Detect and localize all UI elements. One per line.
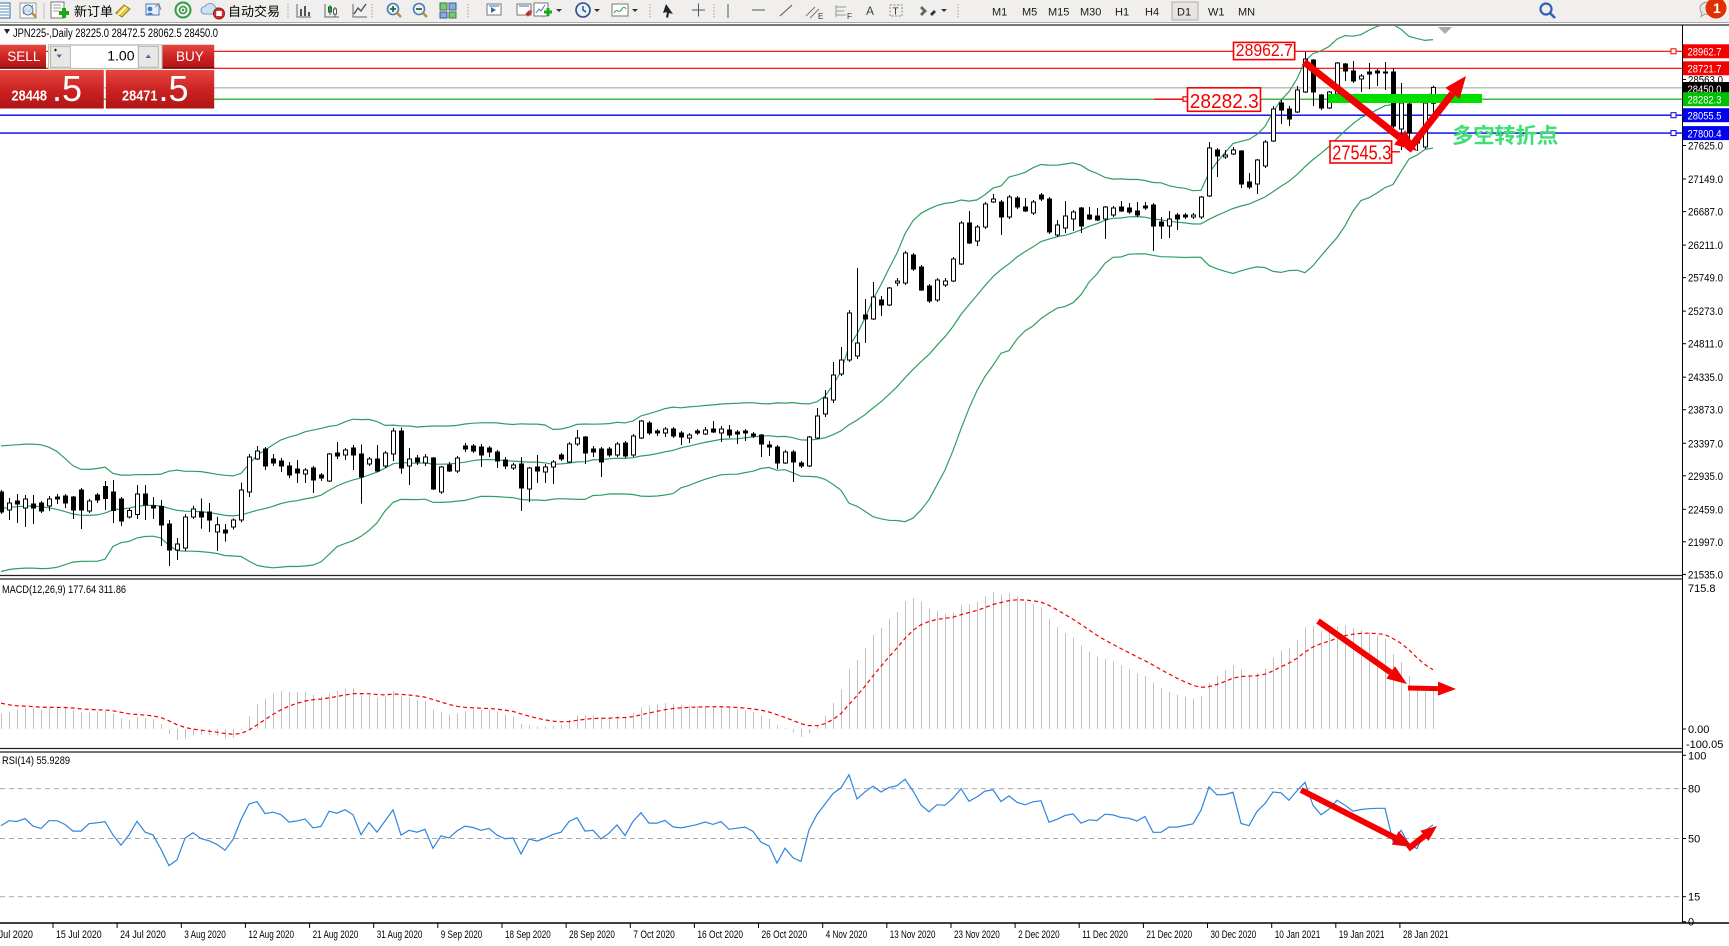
svg-text:MN: MN [1238,7,1255,19]
svg-text:21 Dec 2020: 21 Dec 2020 [1146,929,1192,941]
svg-text:1.00: 1.00 [107,48,134,64]
svg-text:BUY: BUY [176,49,204,64]
svg-text:18 Sep 2020: 18 Sep 2020 [505,929,551,941]
svg-text:10 Jan 2021: 10 Jan 2021 [1275,929,1321,941]
svg-text:715.8: 715.8 [1688,583,1716,595]
svg-text:50: 50 [1688,834,1700,846]
svg-text:7 Oct 2020: 7 Oct 2020 [633,929,675,941]
svg-text:28282.3: 28282.3 [1688,94,1722,106]
svg-text:MACD(12,26,9) 177.64 311.86: MACD(12,26,9) 177.64 311.86 [2,584,126,596]
svg-text:H1: H1 [1115,7,1129,19]
svg-text:26 Oct 2020: 26 Oct 2020 [762,929,808,941]
svg-text:11 Dec 2020: 11 Dec 2020 [1082,929,1128,941]
svg-text:28 Sep 2020: 28 Sep 2020 [569,929,615,941]
svg-text:27545.3: 27545.3 [1332,143,1391,165]
svg-text:.5: .5 [159,68,189,109]
svg-text:28 Jan 2021: 28 Jan 2021 [1403,929,1449,941]
svg-text:19 Jan 2021: 19 Jan 2021 [1339,929,1385,941]
svg-text:31 Aug 2020: 31 Aug 2020 [377,929,423,941]
svg-text:28962.7: 28962.7 [1688,47,1722,59]
svg-text:23397.0: 23397.0 [1688,438,1723,450]
svg-text:21997.0: 21997.0 [1688,537,1723,549]
svg-text:SELL: SELL [7,49,41,64]
svg-text:28055.5: 28055.5 [1688,110,1722,122]
svg-text:25273.0: 25273.0 [1688,306,1723,318]
svg-text:27625.0: 27625.0 [1688,141,1723,153]
svg-text:M30: M30 [1080,7,1101,19]
svg-text:-100.05: -100.05 [1686,739,1723,751]
svg-text:D1: D1 [1177,7,1191,19]
svg-text:21 Aug 2020: 21 Aug 2020 [313,929,359,941]
svg-text:28962.7: 28962.7 [1236,40,1293,60]
svg-text:22459.0: 22459.0 [1688,504,1723,516]
svg-text:12 Aug 2020: 12 Aug 2020 [248,929,294,941]
svg-text:27800.4: 27800.4 [1688,128,1722,140]
svg-text:15: 15 [1688,892,1700,904]
svg-text:15 Jul 2020: 15 Jul 2020 [56,929,102,941]
svg-text:26211.0: 26211.0 [1688,240,1723,252]
svg-text:0: 0 [1688,917,1694,929]
svg-text:23873.0: 23873.0 [1688,405,1723,417]
svg-text:E: E [818,12,823,21]
svg-text:80: 80 [1688,784,1700,796]
svg-text:28471: 28471 [122,89,158,105]
svg-text:25749.0: 25749.0 [1688,273,1723,285]
svg-text:28448: 28448 [12,89,48,105]
svg-text:30 Dec 2020: 30 Dec 2020 [1211,929,1257,941]
svg-text:22935.0: 22935.0 [1688,471,1723,483]
svg-text:RSI(14) 55.9289: RSI(14) 55.9289 [2,755,70,767]
svg-text:4 Nov 2020: 4 Nov 2020 [826,929,868,941]
svg-text:W1: W1 [1208,7,1225,19]
svg-text:16 Oct 2020: 16 Oct 2020 [697,929,743,941]
svg-text:0.00: 0.00 [1688,724,1709,736]
svg-text:1: 1 [1713,0,1721,16]
svg-text:M15: M15 [1048,7,1069,19]
svg-text:.5: .5 [52,68,82,109]
svg-text:2 Dec 2020: 2 Dec 2020 [1018,929,1060,941]
svg-text:21535.0: 21535.0 [1688,569,1723,581]
svg-text:28721.7: 28721.7 [1688,64,1722,76]
svg-text:F: F [847,12,852,21]
svg-text:M1: M1 [992,7,1007,19]
svg-text:JPN225-,Daily 28225.0 28472.5: JPN225-,Daily 28225.0 28472.5 28062.5 28… [13,28,218,40]
svg-text:T: T [893,7,899,18]
svg-text:26687.0: 26687.0 [1688,207,1723,219]
svg-text:9 Sep 2020: 9 Sep 2020 [441,929,483,941]
svg-text:24 Jul 2020: 24 Jul 2020 [120,929,166,941]
svg-text:3 Aug 2020: 3 Aug 2020 [184,929,226,941]
svg-text:28282.3: 28282.3 [1190,91,1259,113]
svg-text:23 Nov 2020: 23 Nov 2020 [954,929,1000,941]
svg-text:24335.0: 24335.0 [1688,372,1723,384]
svg-text:A: A [866,4,874,18]
svg-text:24811.0: 24811.0 [1688,339,1723,351]
svg-text:27149.0: 27149.0 [1688,174,1723,186]
svg-text:M5: M5 [1022,7,1037,19]
svg-text:13 Nov 2020: 13 Nov 2020 [890,929,936,941]
svg-text:100: 100 [1688,750,1706,762]
svg-text:6 Jul 2020: 6 Jul 2020 [0,929,33,941]
svg-text:H4: H4 [1145,7,1159,19]
